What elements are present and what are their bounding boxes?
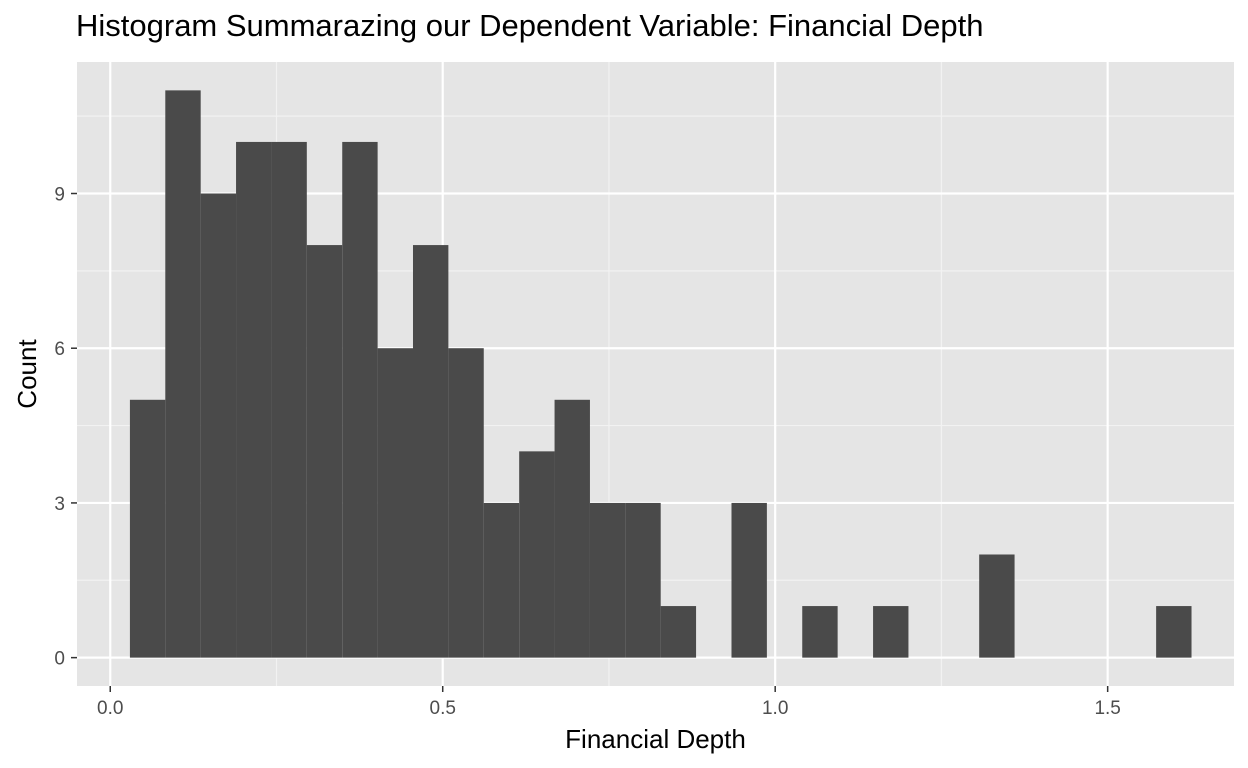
histogram-bar [802,606,838,658]
x-tick-label: 0.0 [97,698,123,719]
x-axis-title: Financial Depth [565,724,746,754]
histogram-bar [554,399,590,658]
histogram-bar [731,502,767,658]
x-tick-label: 0.5 [430,698,456,719]
histogram-bar [306,245,343,658]
y-axis-title: Count [12,339,42,409]
x-tick-label: 1.0 [762,698,788,719]
histogram-bar [448,348,484,658]
histogram-bar [342,141,378,658]
histogram-bar [1156,606,1192,658]
histogram-bar [660,606,697,658]
histogram-bar [625,502,661,658]
axes: 0.0 0.5 1.0 1.5 0 3 6 9 [54,185,1120,719]
y-tick-label: 6 [54,339,65,360]
histogram-bars [129,90,1192,658]
chart-title: Histogram Summarazing our Dependent Vari… [76,8,984,43]
x-tick-label: 1.5 [1094,698,1120,719]
histogram-bar [412,245,449,658]
y-tick-label: 0 [54,649,65,670]
histogram-bar [200,193,237,658]
histogram-bar [589,502,626,658]
histogram-bar [979,554,1015,658]
y-tick-label: 9 [54,185,65,206]
histogram-bar [519,451,555,658]
histogram-bar [165,90,201,658]
histogram-bar [236,141,272,658]
histogram-bar [377,348,414,658]
y-tick-label: 3 [54,494,65,515]
histogram-bar [873,606,909,658]
histogram-bar [129,399,166,658]
histogram-bar [271,141,307,658]
histogram-bar [483,502,520,658]
